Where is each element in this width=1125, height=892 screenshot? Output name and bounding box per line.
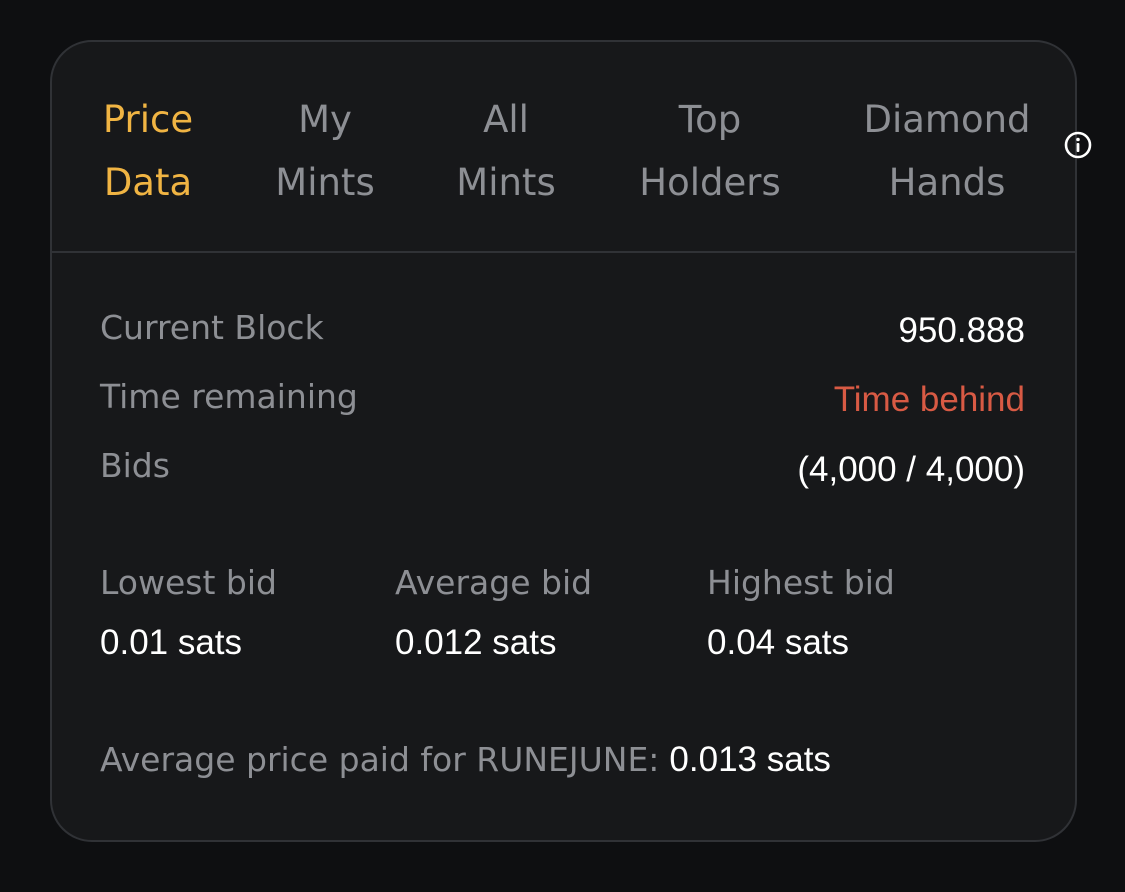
stat-label: Average bid (395, 563, 593, 602)
stat-label: Lowest bid (100, 563, 277, 602)
row-label: Current Block (100, 308, 324, 347)
footer-value: 0.013 sats (669, 740, 831, 779)
tab[interactable]: Top Holders (600, 88, 820, 214)
row-label: Time remaining (100, 377, 358, 416)
row-value: 950.888 (898, 311, 1025, 350)
info-icon[interactable] (1064, 131, 1092, 159)
tab-line: All (483, 98, 529, 141)
stat-label: Highest bid (707, 563, 895, 602)
tab-line: Hands (888, 161, 1006, 204)
tab-line: Mints (275, 161, 375, 204)
tab-line: Diamond (863, 98, 1031, 141)
tab[interactable]: My Mints (215, 88, 435, 214)
row-label: Bids (100, 446, 170, 485)
card (50, 40, 1077, 842)
tab-line: Holders (639, 161, 781, 204)
divider (50, 251, 1075, 253)
tab[interactable]: All Mints (396, 88, 616, 214)
row-value: Time behind (833, 380, 1025, 419)
tab-line: My (298, 98, 352, 141)
footer-label: Average price paid for RUNEJUNE: (100, 740, 660, 779)
row-value: (4,000 / 4,000) (797, 450, 1025, 489)
tab[interactable]: Diamond Hands (837, 88, 1057, 214)
tab-line: Price (102, 98, 194, 141)
tab-line: Mints (456, 161, 556, 204)
tab-line: Top (678, 98, 742, 141)
stat-value: 0.04 sats (707, 623, 850, 662)
stat-value: 0.012 sats (395, 623, 557, 662)
footer: Average price paid for RUNEJUNE: 0.013 sa… (100, 740, 831, 786)
tab-line: Data (103, 161, 193, 204)
tab[interactable]: Price Data (38, 88, 258, 214)
stat-value: 0.01 sats (100, 623, 243, 662)
